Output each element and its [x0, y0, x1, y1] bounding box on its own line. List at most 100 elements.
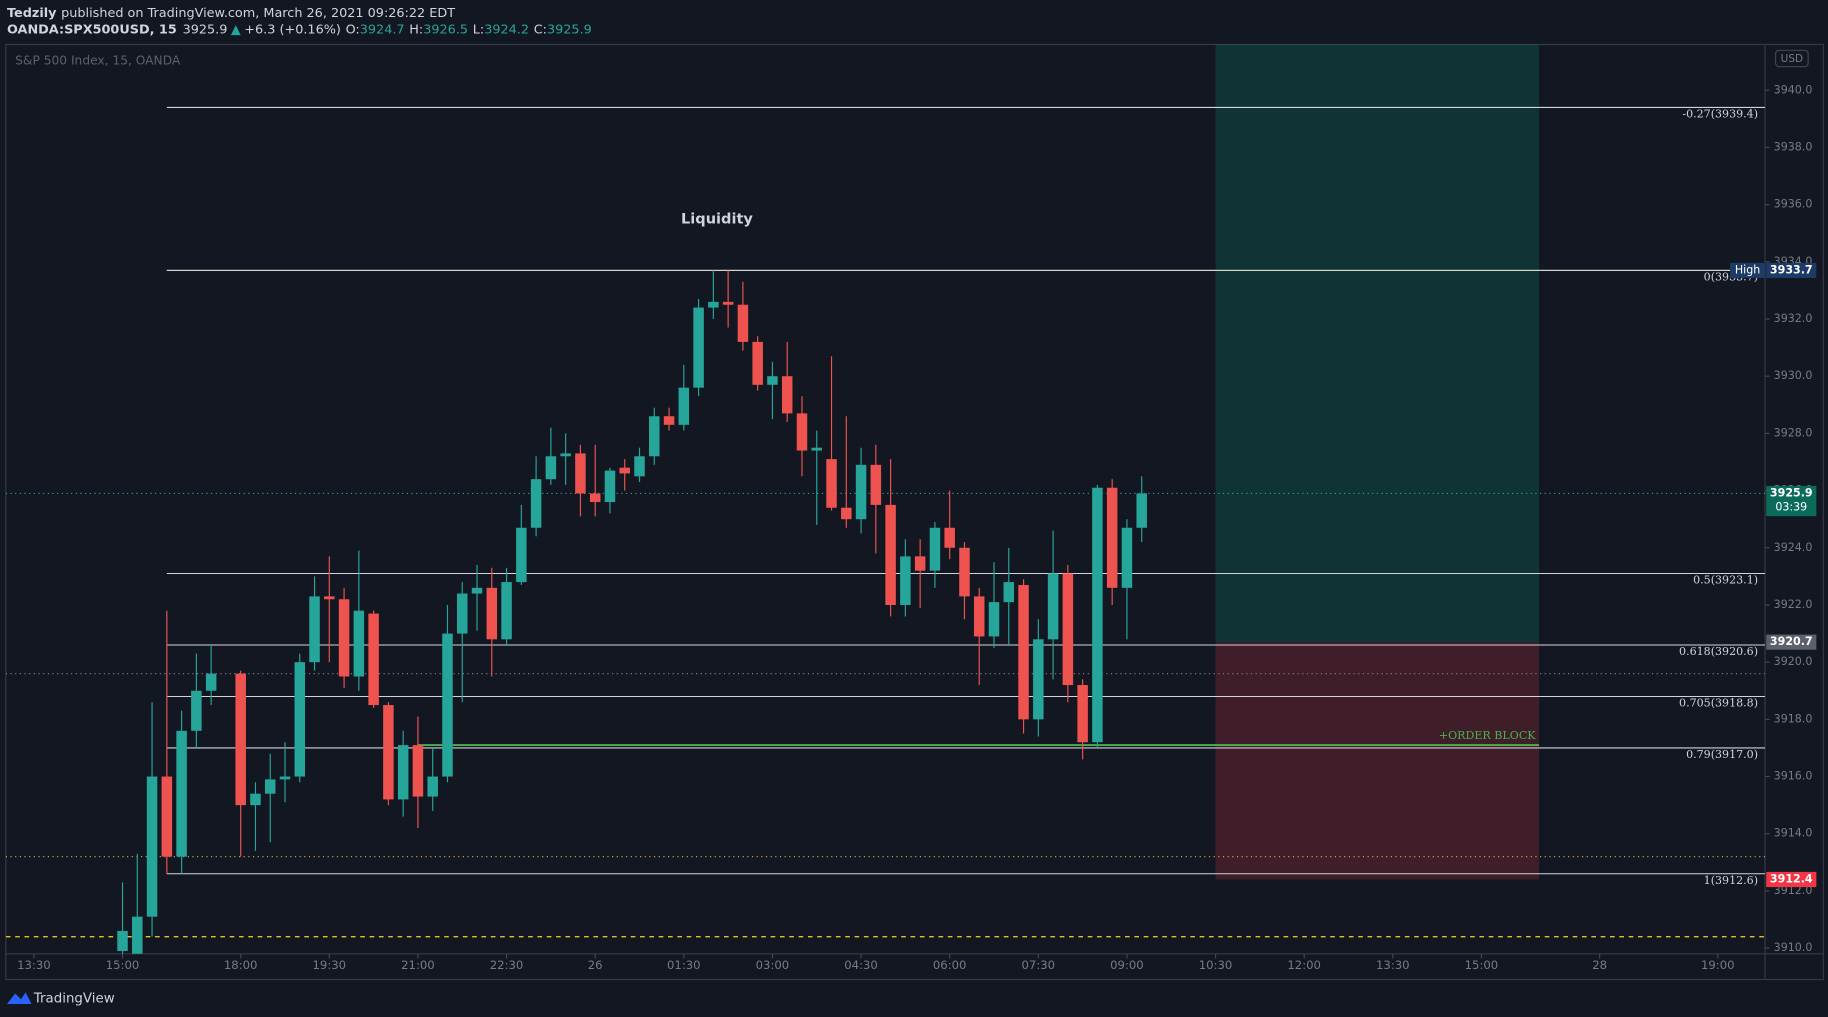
y-tick-label: 3910.0: [1774, 941, 1813, 954]
stop-zone: [1215, 642, 1540, 880]
candle-body: [161, 776, 173, 857]
candle-body: [944, 527, 955, 548]
candle-body: [855, 464, 867, 520]
candle-body: [235, 673, 246, 806]
candle-body: [722, 301, 734, 305]
candle-body: [959, 547, 970, 597]
candle-body: [191, 690, 202, 731]
candle-body: [737, 304, 749, 342]
ohlc-value: 3925.9: [547, 22, 592, 37]
y-tick-label: 3912.0: [1774, 884, 1813, 897]
candle-body: [752, 341, 763, 385]
candle-body: [1018, 584, 1029, 720]
price-tag: High: [1735, 263, 1760, 276]
candle-body: [442, 633, 453, 777]
x-tick-label: 12:00: [1287, 958, 1321, 972]
candle-body: [471, 587, 483, 594]
y-tick-label: 3914.0: [1774, 827, 1813, 840]
fib-label: 1(3912.6): [1704, 874, 1758, 887]
candle-body: [397, 745, 409, 800]
author: Tedzily: [7, 6, 57, 21]
candle-body: [781, 376, 793, 414]
y-tick-label: 3932.0: [1774, 312, 1813, 325]
y-tick-label: 3928.0: [1774, 426, 1813, 439]
candle-body: [205, 673, 217, 691]
logo: TradingView: [6, 992, 115, 1007]
plot: [5, 44, 1766, 954]
x-tick-label: 21:00: [401, 958, 435, 972]
candle-body: [811, 447, 822, 451]
candle-body: [486, 587, 498, 640]
candle-body: [1033, 639, 1044, 720]
y-tick-label: 3936.0: [1774, 198, 1813, 211]
ohlc-key: H:: [409, 22, 423, 37]
candle-body: [250, 793, 261, 806]
annotation: Liquidity: [681, 210, 753, 227]
price-label-box: [1766, 871, 1817, 888]
x-tick-label: 07:30: [1022, 958, 1056, 972]
y-tick-label: 3918.0: [1774, 712, 1813, 725]
candle-body: [914, 556, 926, 571]
candle-body: [132, 916, 143, 954]
candle-body: [604, 470, 616, 503]
candle-body: [324, 596, 335, 600]
candle-body: [678, 387, 690, 425]
candle-body: [545, 456, 557, 480]
candle-body: [146, 776, 158, 917]
candle-body: [1003, 582, 1015, 603]
candle-body: [457, 593, 468, 634]
change: +6.3 (+0.16%): [244, 22, 341, 37]
candle-body: [1077, 685, 1088, 743]
candle-body: [663, 416, 675, 425]
candle-body: [988, 602, 1000, 637]
x-tick-label: 13:30: [17, 958, 51, 972]
candle-body: [1136, 493, 1147, 528]
candle-body: [885, 504, 896, 605]
x-tick-label: 28: [1592, 958, 1607, 972]
candle-body: [516, 527, 527, 583]
ohlc-value: 3926.5: [423, 22, 468, 37]
ohlc-value: 3924.2: [484, 22, 529, 37]
ohlc-key: L:: [473, 22, 484, 37]
arrow: ▲: [231, 22, 241, 37]
price-tag-box: [1730, 262, 1766, 278]
price-label-box: [1766, 485, 1817, 517]
candle-body: [338, 599, 350, 677]
symbol: OANDA:SPX500USD, 15: [7, 22, 177, 37]
candle-body: [279, 776, 291, 780]
x-tick-label: 18:00: [224, 958, 258, 972]
candle-body: [1047, 573, 1059, 640]
x-tick-label: 13:30: [1376, 958, 1410, 972]
x-tick-label: 15:00: [1465, 958, 1499, 972]
candle-body: [294, 662, 306, 777]
candle-body: [767, 376, 778, 385]
price-label-box: [1766, 262, 1817, 278]
candle-body: [427, 776, 438, 797]
price-label: 3925.9: [1770, 486, 1813, 499]
candle-body: [264, 779, 276, 794]
candle-body: [693, 307, 704, 388]
pane-title: S&P 500 Index, 15, OANDA: [15, 53, 181, 67]
candle-body: [796, 413, 808, 451]
x-tick-label: 01:30: [667, 958, 701, 972]
candle-body: [575, 453, 586, 494]
fib-label: 0.618(3920.6): [1679, 645, 1758, 658]
fib-label: 0.705(3918.8): [1679, 696, 1758, 709]
candle-body: [870, 464, 882, 505]
published: published on TradingView.com, March 26, …: [61, 6, 455, 21]
y-tick-label: 3924.0: [1774, 541, 1813, 554]
candle-body: [649, 416, 660, 457]
y-tick-label: 3940.0: [1774, 83, 1813, 96]
candle-body: [619, 467, 630, 474]
ohlc-key: C:: [534, 22, 547, 37]
price-label-box: [1766, 634, 1817, 650]
fib-label: 0.79(3917.0): [1686, 748, 1758, 761]
currency-box: [1774, 49, 1809, 68]
candle-body: [1121, 527, 1133, 588]
candle-body: [530, 479, 542, 528]
candle-body: [501, 582, 512, 640]
candle-body: [929, 527, 941, 571]
x-tick-label: 06:00: [933, 958, 967, 972]
y-tick-label: 3922.0: [1774, 598, 1813, 611]
